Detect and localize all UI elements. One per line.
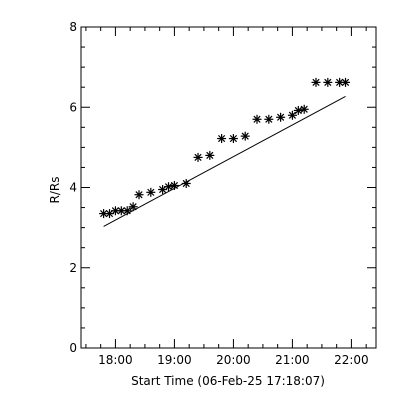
plot-frame [80,26,377,349]
data-point [287,110,297,120]
data-point [276,112,286,122]
data-point [341,77,351,87]
x-axis-label: Start Time (06-Feb-25 17:18:07) [131,374,325,388]
data-point [128,202,138,212]
x-tick-label: 22:00 [334,353,369,367]
data-point [122,206,132,216]
data-point [240,131,250,141]
x-tick-labels: 18:00 19:00 20:00 21:00 22:00 [98,353,369,367]
y-tick-label: 0 [69,341,77,355]
y-tick-label: 2 [69,261,77,275]
data-point [134,190,144,200]
x-tick-label: 21:00 [275,353,310,367]
y-tick-label: 8 [69,20,77,34]
data-point [193,152,203,162]
data-point [323,77,333,87]
data-point [164,182,174,192]
data-points [99,77,351,219]
data-point [217,134,227,144]
data-point [105,209,115,219]
y-tick-label: 6 [69,100,77,114]
fit-line [103,95,346,227]
data-point [158,185,168,195]
data-point [181,178,191,188]
y-tick-labels: 0 2 4 6 8 [69,20,77,355]
data-point [311,77,321,87]
data-point [228,134,238,144]
axis-ticks [81,26,376,349]
data-point [146,187,156,197]
data-point [299,104,309,114]
data-point [252,114,262,124]
y-axis-label: R/Rs [48,177,62,204]
y-tick-label: 4 [69,181,77,195]
data-point [205,150,215,160]
data-point [293,105,303,115]
x-tick-label: 19:00 [157,353,192,367]
data-point [169,180,179,190]
x-tick-label: 18:00 [98,353,133,367]
x-tick-label: 20:00 [216,353,251,367]
data-point [264,114,274,124]
data-point [335,77,345,87]
